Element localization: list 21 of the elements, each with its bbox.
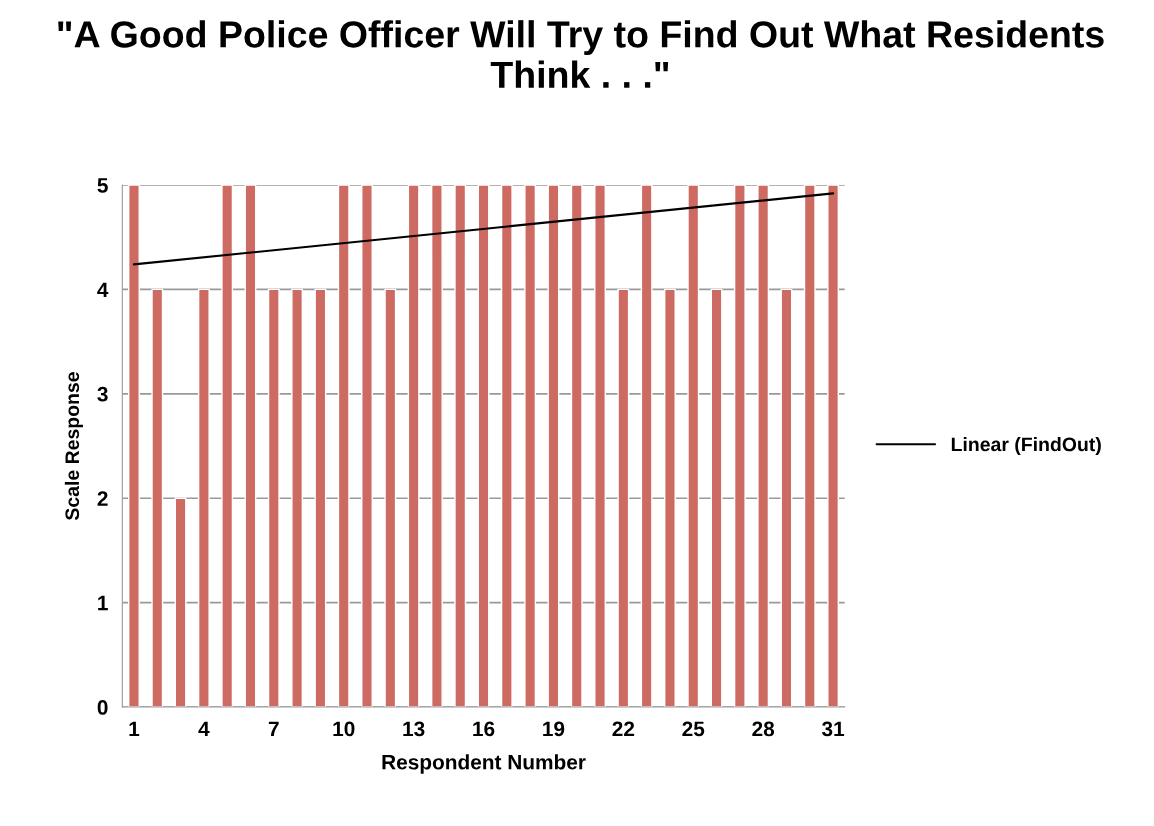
y-tick-label: 5 [97, 178, 108, 193]
x-tick-label: 22 [612, 721, 635, 737]
legend-label: Linear (FindOut) [951, 436, 1101, 456]
x-tick-label: 31 [821, 721, 845, 737]
x-tick-label: 1 [129, 721, 140, 737]
y-tick-label: 0 [97, 700, 108, 715]
y-tick-label: 4 [97, 282, 109, 297]
chart-title: "A Good Police Officer Will Try to Find Out What Residents Think . . ." [58, 20, 1104, 88]
x-tick-label: 16 [473, 721, 495, 737]
y-tick-label: 1 [98, 595, 108, 611]
x-tick-label: 10 [333, 721, 355, 737]
x-tick-label: 19 [543, 721, 565, 737]
y-axis-title: Scale Response [64, 372, 83, 521]
x-tick-label: 13 [403, 721, 425, 737]
x-tick-label: 28 [752, 721, 775, 737]
y-tick-label: 3 [97, 386, 108, 402]
x-tick-label: 7 [268, 721, 279, 737]
y-tick-label: 2 [97, 491, 108, 506]
x-tick-label: 4 [198, 721, 210, 737]
x-tick-label: 25 [682, 721, 705, 737]
x-axis-title: Respondent Number [382, 754, 586, 774]
